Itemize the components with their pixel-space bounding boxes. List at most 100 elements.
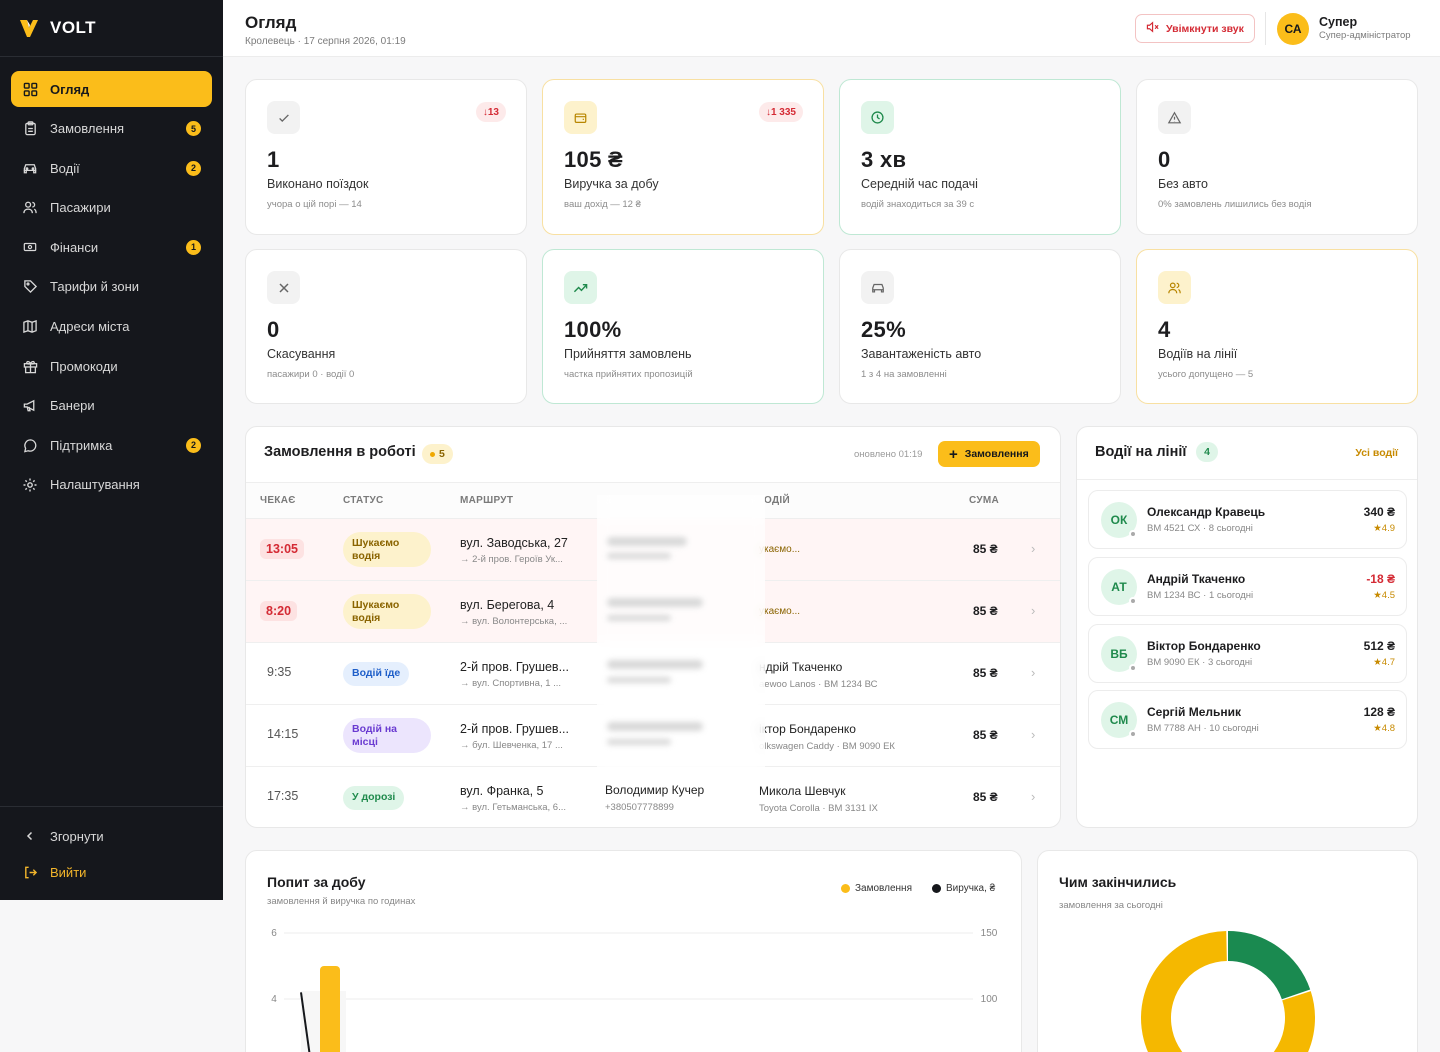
kpi-value: 1 (267, 147, 280, 172)
sidebar-item-finance[interactable]: Фінанси 1 (11, 229, 212, 265)
driver-name: іктор Бондаренко (759, 722, 856, 736)
column-route[interactable]: МАРШРУТ (460, 495, 514, 506)
orders-title: Замовлення в роботі (264, 444, 416, 460)
sidebar-item-tariffs[interactable]: Тарифи й зони (11, 269, 212, 305)
blurred-text (607, 553, 671, 559)
outcomes-donut-chart (1141, 931, 1315, 1052)
driver-car: ВМ 7788 АН · 10 сьогодні (1147, 723, 1259, 734)
wait-time: 14:15 (267, 727, 299, 741)
y-left-tick: 4 (271, 994, 277, 1005)
chart-title: Чим закінчились (1059, 874, 1177, 890)
kpi-value: 100% (564, 317, 622, 342)
speaker-muted-icon (1146, 21, 1160, 36)
kpi-card-trips[interactable]: ↓13 1 Виконано поїздок учора о цій порі … (245, 79, 527, 235)
chevron-right-icon[interactable]: › (1031, 789, 1036, 804)
enable-sound-button[interactable]: Увімкнути звук (1135, 14, 1255, 43)
logout-button[interactable]: Вийти (11, 854, 212, 890)
sidebar-item-label: Огляд (50, 81, 90, 97)
orders-count-badge: 5 (186, 121, 201, 137)
sidebar-item-overview[interactable]: Огляд (11, 71, 212, 107)
column-sum[interactable]: СУМА (969, 495, 1000, 506)
page-subtitle: Кролевець · 17 серпня 2026, 01:19 (245, 36, 406, 47)
sidebar-item-promocodes[interactable]: Промокоди (11, 348, 212, 384)
all-drivers-link[interactable]: Усі водії (1355, 447, 1398, 459)
chevron-right-icon[interactable]: › (1031, 727, 1036, 742)
sidebar-item-label: Тарифи й зони (50, 279, 140, 295)
kpi-note: пасажири 0 · водії 0 (267, 369, 355, 380)
add-order-button[interactable]: + Замовлення (938, 441, 1040, 467)
logout-label: Вийти (50, 864, 87, 880)
drivers-title: Водії на лінії (1095, 444, 1187, 460)
blurred-text (607, 660, 703, 669)
kpi-delta: ↓1 335 (758, 102, 803, 122)
collapse-label: Згорнути (50, 828, 104, 844)
column-status[interactable]: СТАТУС (343, 495, 384, 506)
status-badge: У дорозі (343, 786, 405, 810)
sidebar-item-support[interactable]: Підтримка 2 (11, 427, 212, 463)
chart-subtitle: замовлення за сьогодні (1059, 900, 1163, 911)
kpi-card-drivers-online[interactable]: 4 Водіїв на лінії усього допущено — 5 (1136, 249, 1418, 404)
clock-icon (861, 101, 894, 134)
column-wait[interactable]: ЧЕКАЄ (260, 495, 296, 506)
chevron-right-icon[interactable]: › (1031, 665, 1036, 680)
kpi-label: Скасування (267, 347, 336, 361)
sidebar-item-passengers[interactable]: Пасажири (11, 190, 212, 226)
kpi-note: ваш дохід — 12 ₴ (564, 199, 641, 210)
drivers-count-badge: 4 (1196, 442, 1218, 462)
kpi-label: Середній час подачі (861, 177, 978, 191)
status-badge: Шукаємо водія (343, 594, 431, 629)
table-row[interactable]: 9:35 Водій їде 2-й пров. Грушев... → вул… (246, 643, 1060, 705)
sidebar-item-settings[interactable]: Налаштування (11, 467, 212, 503)
blurred-text (607, 537, 687, 546)
sidebar-item-label: Водії (50, 160, 80, 176)
kpi-card-acceptance[interactable]: 100% Прийняття замовлень частка прийняти… (542, 249, 824, 404)
kpi-card-cancellations[interactable]: 0 Скасування пасажири 0 · водії 0 (245, 249, 527, 404)
sidebar-item-orders[interactable]: Замовлення 5 (11, 111, 212, 147)
driver-name: Віктор Бондаренко (1147, 639, 1261, 653)
sidebar-item-label: Підтримка (50, 437, 113, 453)
gear-icon (22, 477, 38, 493)
y-right-tick: 150 (981, 928, 998, 939)
kpi-card-pickup-time[interactable]: 3 хв Середній час подачі водій знаходить… (839, 79, 1121, 235)
wait-time: 9:35 (267, 665, 292, 679)
collapse-button[interactable]: Згорнути (11, 818, 212, 854)
passenger-name: Володимир Кучер (605, 783, 705, 797)
plus-icon: + (949, 445, 958, 463)
order-sum: 85 ₴ (973, 790, 998, 804)
sidebar-item-addresses[interactable]: Адреси міста (11, 309, 212, 345)
driver-card[interactable]: ОК Олександр Кравець ВМ 4521 СХ · 8 сьог… (1088, 490, 1407, 549)
chevron-right-icon[interactable]: › (1031, 603, 1036, 618)
driver-earnings: 340 ₴ (1363, 505, 1395, 519)
volt-logo-icon (18, 17, 40, 39)
driver-name: Андрій Ткаченко (1147, 572, 1246, 586)
user-avatar[interactable]: СА (1277, 13, 1309, 45)
status-badge: Водій на місці (343, 718, 431, 753)
driver-card[interactable]: СМ Сергій Мельник ВМ 7788 АН · 10 сьогод… (1088, 690, 1407, 749)
sidebar: VOLT Огляд Замовлення 5 Водії 2 Пасажири… (0, 0, 223, 900)
sidebar-item-banners[interactable]: Банери (11, 388, 212, 424)
kpi-card-revenue[interactable]: ↓1 335 105 ₴ Виручка за добу ваш дохід —… (542, 79, 824, 235)
warning-icon (1158, 101, 1191, 134)
blurred-text (607, 677, 671, 683)
driver-card[interactable]: АТ Андрій Ткаченко ВМ 1234 ВС · 1 сьогод… (1088, 557, 1407, 616)
column-driver[interactable]: ОДІЙ (764, 495, 790, 506)
driver-car: ВМ 1234 ВС · 1 сьогодні (1147, 590, 1254, 601)
kpi-card-utilization[interactable]: 25% Завантаженість авто 1 з 4 на замовле… (839, 249, 1121, 404)
chevron-right-icon[interactable]: › (1031, 541, 1036, 556)
driver-car: ВМ 9090 ЕК · 3 сьогодні (1147, 657, 1253, 668)
banknote-icon (22, 239, 38, 255)
revenue-line (300, 992, 311, 1052)
top-bar: Огляд Кролевець · 17 серпня 2026, 01:19 … (223, 0, 1440, 57)
driver-name: Микола Шевчук (759, 784, 846, 798)
order-sum: 85 ₴ (973, 666, 998, 680)
driver-card[interactable]: ВБ Віктор Бондаренко ВМ 9090 ЕК · 3 сьог… (1088, 624, 1407, 683)
check-icon (267, 101, 300, 134)
driver-rating: ★4.9 (1373, 523, 1395, 534)
route-to: → бул. Шевченка, 17 ... (460, 740, 563, 751)
table-row[interactable]: 17:35 У дорозі вул. Франка, 5 → вул. Гет… (246, 767, 1060, 827)
logo[interactable]: VOLT (0, 0, 223, 57)
kpi-card-no-car[interactable]: 0 Без авто 0% замовлень лишились без вод… (1136, 79, 1418, 235)
chat-icon (22, 437, 38, 453)
sidebar-item-label: Фінанси (50, 239, 99, 255)
sidebar-item-drivers[interactable]: Водії 2 (11, 150, 212, 186)
